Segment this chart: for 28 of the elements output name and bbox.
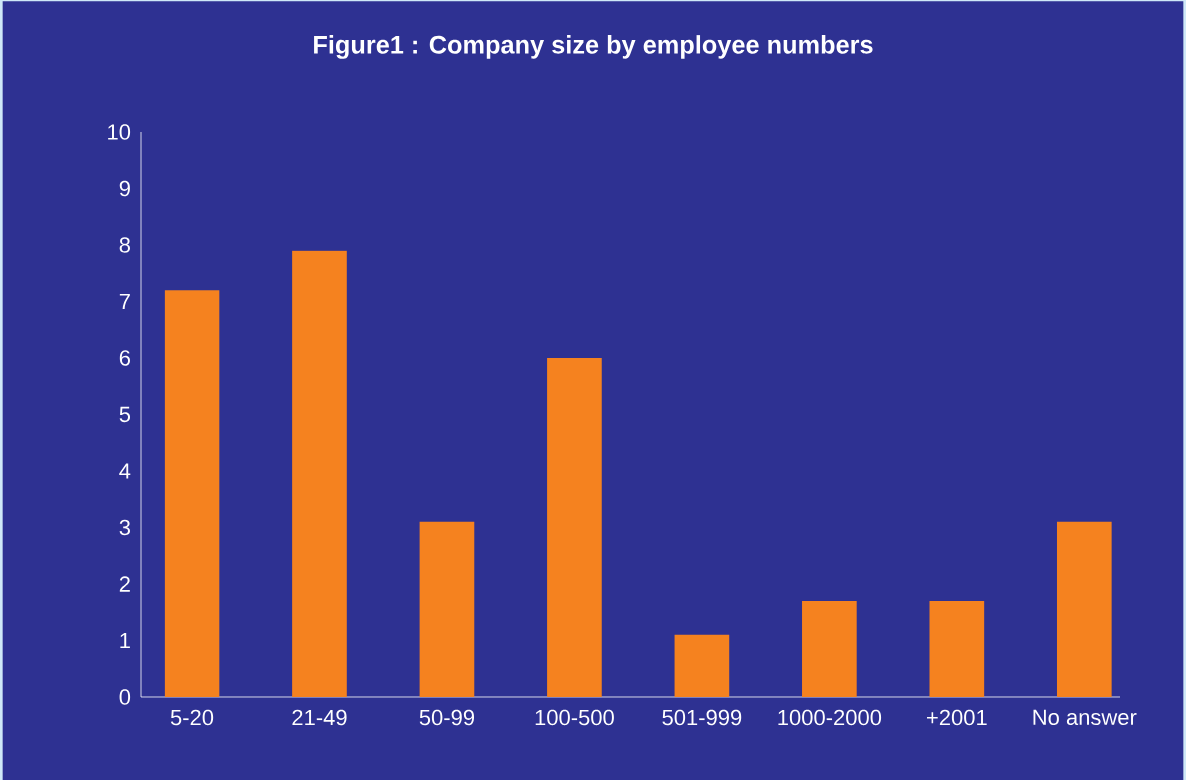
bar [292, 250, 347, 697]
x-tick-label: +2001 [927, 709, 987, 726]
y-tick-label: 3 [119, 519, 130, 536]
x-tick-label: 501-999 [662, 709, 742, 726]
y-tick-label: 0 [119, 689, 131, 705]
x-tick-label: 21-49 [292, 709, 347, 726]
x-tick-label: 50-99 [419, 709, 475, 726]
bar [164, 290, 220, 697]
chart-title: Figure1 : Company size by employee numbers [314, 35, 873, 59]
bar [929, 600, 985, 697]
bar [1056, 521, 1112, 697]
bar [547, 357, 602, 697]
bar [419, 521, 475, 697]
y-tick-label: 10 [108, 124, 131, 140]
bar [674, 634, 730, 697]
y-tick-label: 9 [119, 180, 130, 197]
y-tick-label: 4 [119, 463, 131, 479]
y-tick-label: 5 [119, 406, 131, 423]
y-tick-label: 1 [120, 632, 130, 649]
y-tick-label: 7 [119, 293, 130, 310]
x-tick-label: 5-20 [170, 709, 214, 726]
x-tick-label: 1000-2000 [778, 709, 882, 726]
y-tick-label: 8 [119, 237, 130, 253]
bar [802, 600, 857, 697]
x-tick-label: 100-500 [535, 709, 614, 726]
y-tick-label: 6 [119, 350, 130, 366]
x-tick-label: No answer [1033, 709, 1137, 726]
y-tick-label: 2 [119, 576, 130, 592]
